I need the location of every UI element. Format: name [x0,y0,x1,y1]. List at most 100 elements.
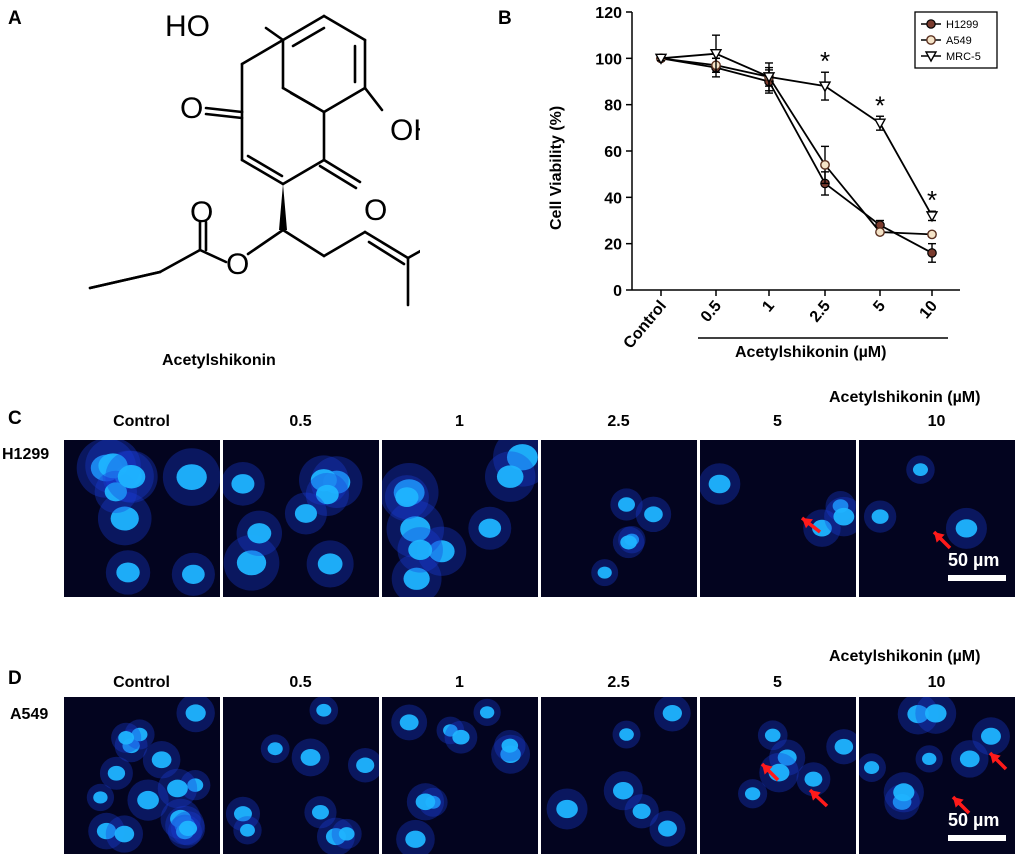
legend-entry: H1299 [946,19,978,31]
cell-nucleus [708,474,731,494]
cell-nucleus [182,564,205,584]
cell-nucleus [405,830,426,848]
cell-nucleus [96,822,117,840]
legend-entry: A549 [946,35,972,47]
cell-nucleus [107,765,126,781]
x-tick-label: 0.5 [698,298,725,326]
panel-letter-c: C [8,408,22,429]
cell-nucleus [312,805,329,820]
micrograph-d-2 [382,697,538,854]
cell-nucleus [415,793,436,811]
cell-nucleus [864,761,880,775]
cell-nucleus [403,567,430,590]
series-mrc-5 [654,34,939,223]
cell-nucleus [479,706,495,719]
ester-o: O [226,248,249,281]
condition-label-d-1: 0.5 [289,674,312,691]
series-h1299 [656,53,937,263]
cell-nucleus [167,779,188,798]
y-tick-label: 0 [613,283,622,300]
cell-nucleus [338,827,355,841]
data-point [924,51,938,63]
cell-nucleus [658,820,677,837]
micrograph-c-1 [223,440,379,597]
carbonyl-o-left: O [180,92,203,125]
cell-nucleus [117,465,146,489]
cell-nucleus [118,731,135,745]
cell-nucleus [400,516,431,542]
cell-nucleus [294,504,318,523]
cell-nucleus [316,703,332,717]
x-tick-label: 10 [917,298,942,323]
cell-nucleus [356,757,375,773]
cell-nucleus [834,738,854,755]
cell-nucleus [395,487,419,508]
cell-nucleus [644,506,663,523]
condition-label-d-5: 10 [927,674,946,691]
cell-nucleus [597,566,612,579]
cell-nucleus [104,482,127,502]
significance-asterisk: * [875,90,885,120]
cell-nucleus [428,540,455,563]
micrograph-d-3 [541,697,697,854]
data-point [927,248,937,258]
significance-asterisk: * [820,46,830,76]
data-point [926,35,936,45]
x-tick-label: 2.5 [807,298,834,326]
cell-nucleus [620,535,637,550]
cell-nucleus [833,507,855,526]
data-point [927,229,937,240]
condition-label-d-4: 5 [773,674,782,691]
x-tick-label: 1 [759,298,778,316]
cell-nucleus [768,763,790,782]
micrograph-d-0 [64,697,220,854]
cell-nucleus [959,750,980,768]
condition-label-d-2: 1 [455,674,464,691]
cell-line-h1299: H1299 [2,446,50,463]
cell-nucleus [556,799,578,819]
cell-nucleus [300,748,321,766]
panel-letter-d: D [8,668,22,689]
cell-nucleus [955,519,978,538]
cell-nucleus [236,550,267,576]
cell-nucleus [912,463,928,477]
cell-nucleus [116,562,140,583]
cell-nucleus [240,823,255,837]
cell-nucleus [247,523,272,544]
x-axis-label: Acetylshikonin (µM) [735,344,887,361]
data-point [820,159,830,170]
scale-bar-label-c: 50 µm [948,550,1000,570]
condition-label-c-1: 0.5 [289,413,312,430]
cell-nucleus [744,787,761,801]
cell-nucleus [315,484,339,505]
significance-asterisk: * [927,185,937,215]
condition-label-c-3: 2.5 [607,413,630,430]
cell-nucleus [925,704,947,723]
cell-line-a549: A549 [10,706,49,723]
y-tick-label: 120 [595,5,622,22]
acetylshikonin-structure: HO OH O O O O [88,10,420,307]
condition-label-d-3: 2.5 [607,674,630,691]
data-point [654,53,668,65]
cell-nucleus [176,464,207,490]
cell-nucleus [317,553,343,575]
cell-nucleus [233,806,252,822]
carbonyl-o-right: O [364,194,387,227]
cell-nucleus [187,778,204,792]
x-tick-label: Control [620,298,670,352]
treatment-label-c: Acetylshikonin (µM) [829,389,981,406]
cell-nucleus [764,728,781,742]
cell-nucleus [980,727,1001,745]
micrograph-c-0 [64,440,220,597]
data-point [875,227,885,237]
cell-nucleus [399,714,419,731]
cell-nucleus [612,781,634,800]
ester-carbonyl-o: O [190,196,213,229]
scale-bar-d [948,835,1006,841]
data-point [762,72,776,84]
cell-nucleus [179,820,198,837]
condition-label-d-0: Control [113,674,170,691]
cell-nucleus [231,474,255,494]
cell-nucleus [871,509,889,524]
condition-label-c-0: Control [113,413,170,430]
